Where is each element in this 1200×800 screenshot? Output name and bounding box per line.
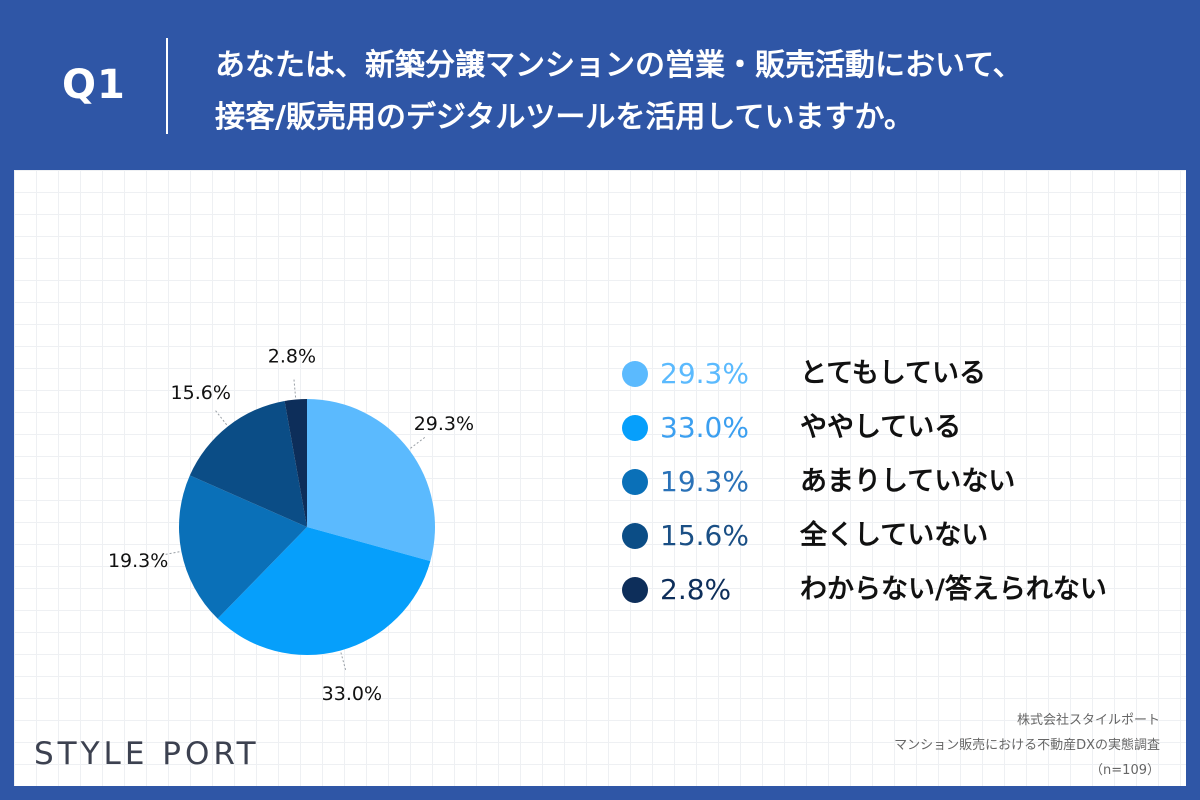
question-line-1: あなたは、新築分譲マンションの営業・販売活動において、 <box>215 48 1023 83</box>
legend-marker <box>622 415 648 441</box>
legend-percentage: 2.8% <box>660 573 732 606</box>
pie-chart: 29.3% 33.0% 19.3% 15.6% 2.8% <box>108 346 474 705</box>
source-note: 株式会社スタイルポート マンション販売における不動産DXの実態調査 （n=109… <box>894 708 1160 783</box>
pie-slice <box>179 475 307 619</box>
question-divider <box>166 38 168 134</box>
question-text: あなたは、新築分譲マンションの営業・販売活動において、 接客/販売用のデジタルツ… <box>215 40 1023 144</box>
legend-label: ややしている <box>800 412 962 443</box>
question-label: Q1 <box>62 62 126 108</box>
legend-percentage: 19.3% <box>660 465 749 498</box>
legend-percentage: 29.3% <box>660 357 749 390</box>
slice-data-label: 19.3% <box>108 550 168 572</box>
chart-panel: 29.3% 33.0% 19.3% 15.6% 2.8% 29.3% とてもしている 33.… <box>14 170 1186 786</box>
slice-data-label: 2.8% <box>268 346 316 368</box>
source-sample-size: （n=109） <box>1090 763 1160 778</box>
legend-percentage: 15.6% <box>660 519 749 552</box>
legend-marker <box>622 361 648 387</box>
legend-marker <box>622 523 648 549</box>
pie-slice <box>217 527 431 655</box>
slice-leader-line <box>213 408 228 426</box>
pie-slice <box>284 399 307 527</box>
legend-label: 全くしていない <box>800 520 989 551</box>
source-company: 株式会社スタイルポート <box>1016 713 1160 728</box>
question-line-2: 接客/販売用のデジタルツールを活用していますか。 <box>215 100 914 135</box>
legend-label: とてもしている <box>800 358 987 389</box>
slice-leader-line <box>293 377 297 398</box>
legend-label: あまりしていない <box>800 466 1016 497</box>
legend-marker <box>622 469 648 495</box>
brand-logo: STYLE PORT <box>34 736 260 772</box>
header: Q1 あなたは、新築分譲マンションの営業・販売活動において、 接客/販売用のデジ… <box>0 0 1200 170</box>
slice-data-label: 15.6% <box>171 382 231 404</box>
legend-percentage: 33.0% <box>660 411 749 444</box>
legend-label: わからない/答えられない <box>800 574 1107 605</box>
slice-leader-line <box>159 551 180 557</box>
slice-data-label: 33.0% <box>322 683 382 705</box>
legend-marker <box>622 577 648 603</box>
slice-leader-line <box>410 435 427 449</box>
slice-data-label: 29.3% <box>414 413 474 435</box>
pie-slice <box>307 399 435 562</box>
source-survey: マンション販売における不動産DXの実態調査 <box>894 738 1160 753</box>
slice-leader-line <box>340 652 347 672</box>
pie-slice <box>189 400 307 527</box>
